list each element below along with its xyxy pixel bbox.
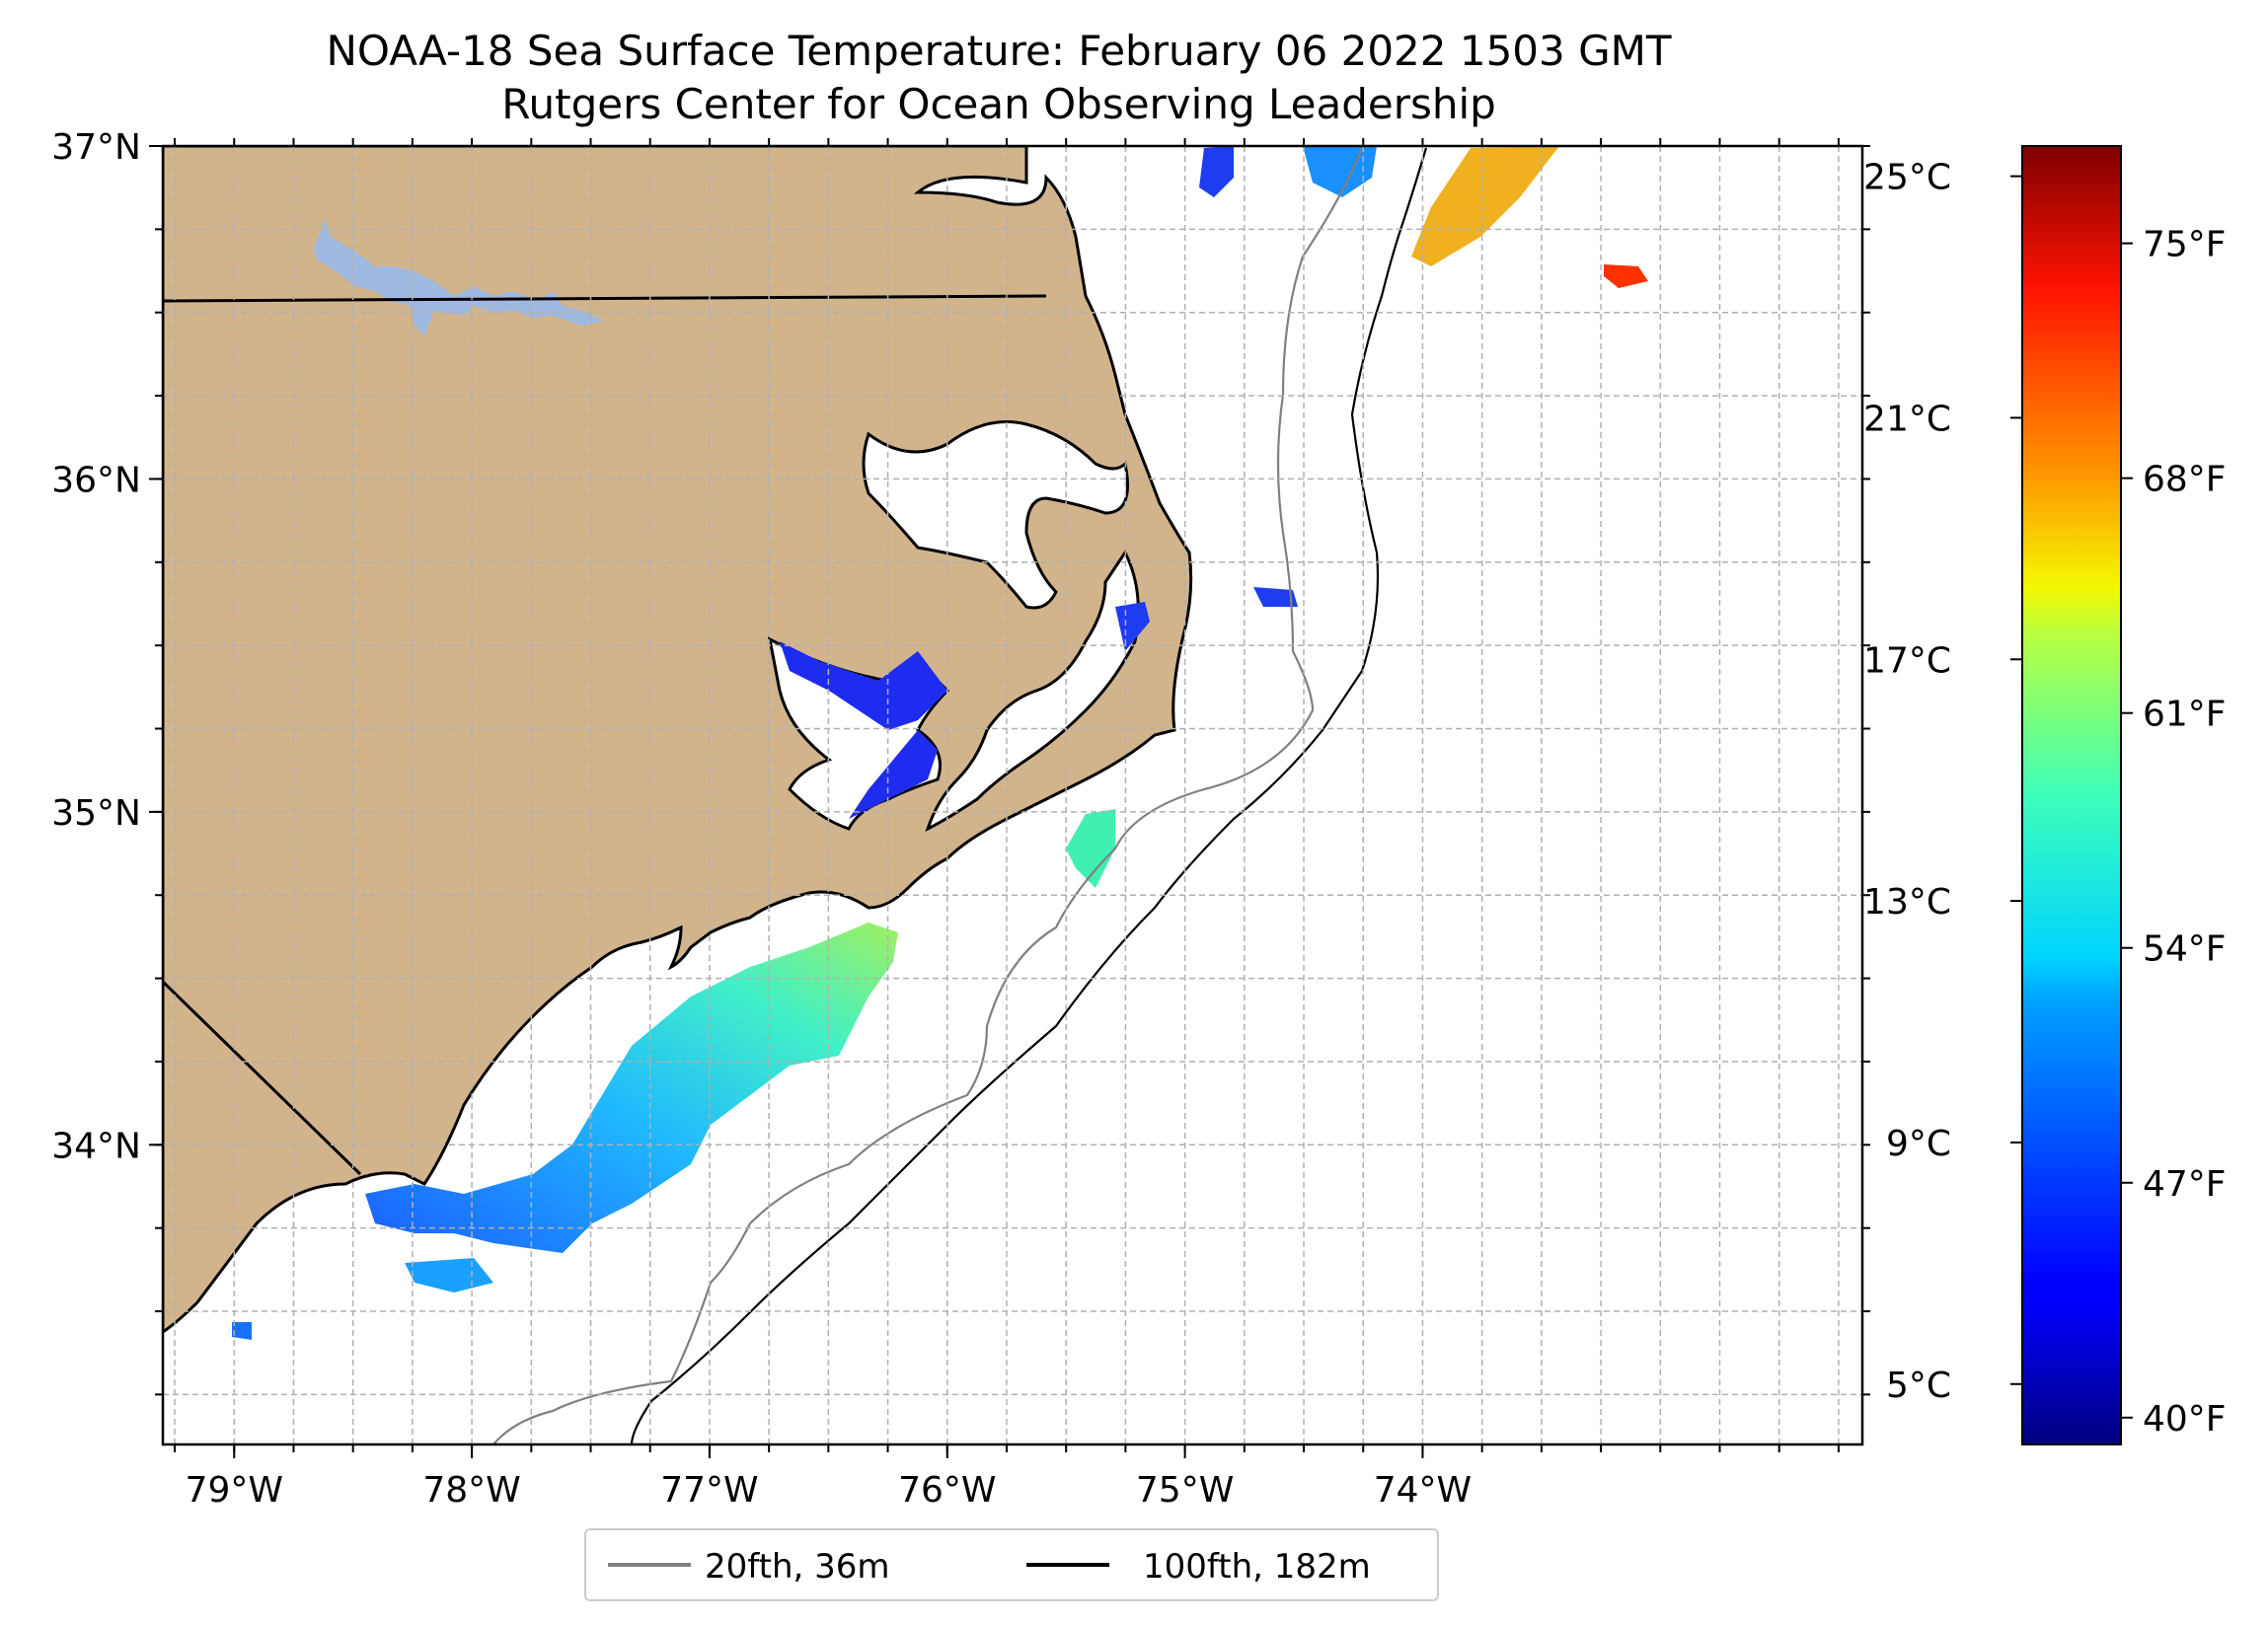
va-nc-border xyxy=(163,294,1047,303)
colorbar xyxy=(2021,145,2122,1445)
sst-blue-northeast xyxy=(1199,146,1234,197)
x-tick-label: 75°W xyxy=(1136,1470,1234,1511)
map-axes: 79°W 78°W 77°W 76°W 75°W 74°W 34°N 35°N 36°N 37°N xyxy=(51,127,1870,1511)
y-tick-label: 34°N xyxy=(51,1126,141,1166)
x-tick-label: 77°W xyxy=(660,1470,758,1511)
colorbar-label-f: 68°F xyxy=(2143,460,2227,500)
sst-cyan-patch xyxy=(1066,809,1115,888)
x-tick-label: 78°W xyxy=(422,1470,520,1511)
map-frame xyxy=(161,144,1864,1446)
x-tick-label: 76°W xyxy=(898,1470,996,1511)
map-title: NOAA-18 Sea Surface Temperature: Februar… xyxy=(326,27,1672,75)
isobath-legend: 20fth, 36m 100fth, 182m xyxy=(584,1528,1439,1601)
map-subtitle: Rutgers Center for Ocean Observing Leade… xyxy=(501,80,1496,128)
colorbar-label-f: 54°F xyxy=(2143,929,2227,970)
graticule-grid xyxy=(163,145,1862,1444)
y-tick-label: 35°N xyxy=(51,793,141,834)
colorbar-label-c: 5°C xyxy=(1886,1366,1951,1406)
sst-blue-midshelf xyxy=(1253,587,1298,607)
y-tick-label: 37°N xyxy=(51,127,141,168)
colorbar-label-c: 25°C xyxy=(1863,158,1951,198)
sst-blue-sound xyxy=(780,641,947,730)
pamlico-sound xyxy=(925,550,1140,832)
nc-sc-border xyxy=(163,980,362,1176)
sst-coastal-patch xyxy=(365,923,898,1253)
y-tick-label: 36°N xyxy=(51,460,141,500)
colorbar-label-f: 75°F xyxy=(2143,225,2227,265)
colorbar-label-f: 61°F xyxy=(2143,695,2227,735)
colorbar-label-c: 13°C xyxy=(1863,882,1951,923)
legend-text-100fth: 100fth, 182m xyxy=(1143,1547,1371,1587)
sst-blue-southwest xyxy=(232,1322,252,1340)
legend-swatch-100fth xyxy=(1026,1563,1109,1567)
colorbar-label-c: 9°C xyxy=(1886,1124,1951,1164)
colorbar-ticks: 5°C 9°C 13°C 17°C 21°C 25°C 40°F 47°F 54°F 61°F 68… xyxy=(1863,158,2226,1440)
colorbar-label-c: 21°C xyxy=(1863,399,1951,439)
colorbar-label-f: 40°F xyxy=(2143,1399,2227,1440)
colorbar-label-c: 17°C xyxy=(1863,640,1951,681)
sst-warm-patch xyxy=(1411,146,1559,266)
x-tick-label: 79°W xyxy=(186,1470,283,1511)
colorbar-label-f: 47°F xyxy=(2143,1164,2227,1205)
land-north-carolina xyxy=(163,146,1193,1334)
sst-red-patch xyxy=(1604,264,1648,288)
sst-blue-neuse xyxy=(849,730,938,819)
legend-text-20fth: 20fth, 36m xyxy=(705,1547,890,1587)
albemarle-sound xyxy=(862,420,1129,610)
isobath-100fth xyxy=(630,147,1428,1444)
isobath-20fth xyxy=(492,147,1364,1444)
sst-blue-pamlico xyxy=(1115,602,1150,651)
legend-swatch-20fth xyxy=(608,1563,691,1567)
x-tick-label: 74°W xyxy=(1374,1470,1472,1511)
